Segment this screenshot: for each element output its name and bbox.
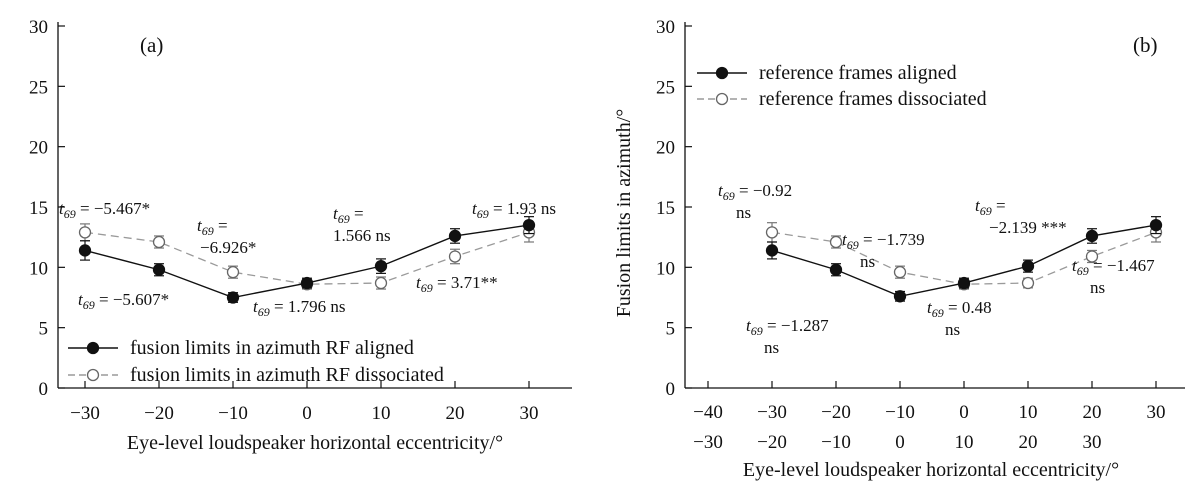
- data-point-dissociated: [78, 226, 92, 239]
- data-point-aligned: [1085, 229, 1099, 243]
- annotation: ns: [945, 320, 960, 339]
- y-tick-label: 0: [666, 379, 676, 400]
- x-tick-label-row1: −30: [757, 402, 787, 423]
- data-point-dissociated: [893, 266, 907, 279]
- y-tick-label: 20: [656, 138, 675, 159]
- y-tick-label: 25: [656, 77, 675, 98]
- data-point-dissociated: [765, 226, 779, 239]
- y-tick-label: 20: [29, 138, 48, 159]
- legend-entry: fusion limits in azimuth RF aligned: [130, 337, 414, 359]
- annotation: t69 =: [197, 216, 228, 238]
- annotation: t69 = 0.48: [927, 298, 992, 320]
- x-tick-label-row1: 30: [1147, 402, 1166, 423]
- legend-marker: [715, 92, 729, 106]
- x-tick-label: −10: [218, 403, 248, 424]
- x-tick-label-row2: 0: [895, 432, 905, 453]
- x-tick-label-row2: 30: [1083, 432, 1102, 453]
- x-tick-label-row2: 20: [1019, 432, 1038, 453]
- x-tick-label: 0: [302, 403, 312, 424]
- y-tick-label: 5: [666, 319, 676, 340]
- y-axis-label: Fusion limits in azimuth/°: [613, 109, 635, 318]
- annotation: t69 = −5.607*: [78, 290, 169, 312]
- annotation: t69 = −0.92: [718, 181, 792, 203]
- data-point-aligned: [893, 290, 907, 303]
- x-tick-label: 30: [520, 403, 539, 424]
- data-point-aligned: [1021, 259, 1035, 273]
- x-tick-label-row1: −40: [693, 402, 723, 423]
- annotation: ns: [1090, 278, 1105, 297]
- data-point-aligned: [765, 244, 779, 257]
- legend-marker: [86, 341, 100, 355]
- y-tick-label: 25: [29, 77, 48, 98]
- data-point-aligned: [78, 244, 92, 257]
- x-tick-label-row2: 10: [955, 432, 974, 453]
- data-point-aligned: [829, 263, 843, 276]
- data-point-dissociated: [1085, 250, 1099, 263]
- y-tick-label: 0: [39, 379, 49, 400]
- annotation: ns: [736, 203, 751, 222]
- x-tick-label: −20: [144, 403, 174, 424]
- y-tick-label: 15: [656, 198, 675, 219]
- annotation: t69 = −1.467: [1072, 256, 1155, 278]
- annotation: t69 = 1.93 ns: [472, 199, 556, 221]
- annotation: −6.926*: [200, 238, 256, 257]
- x-axis-label: Eye-level loudspeaker horizontal eccentr…: [127, 432, 503, 454]
- x-tick-label-row1: 20: [1083, 402, 1102, 423]
- x-tick-label-row1: 10: [1019, 402, 1038, 423]
- data-point-aligned: [1149, 218, 1163, 232]
- annotation: −2.139 ***: [989, 218, 1067, 237]
- legend-marker: [715, 66, 729, 80]
- data-point-dissociated: [374, 276, 388, 290]
- y-tick-label: 10: [29, 258, 48, 279]
- annotation: 1.566 ns: [333, 226, 391, 245]
- data-point-aligned: [226, 291, 240, 304]
- panel-label: (a): [140, 33, 163, 57]
- data-point-dissociated: [152, 235, 166, 249]
- annotation: t69 = 3.71**: [416, 273, 498, 295]
- x-tick-label-row1: −20: [821, 402, 851, 423]
- data-point-aligned: [300, 276, 314, 290]
- x-tick-label: 20: [446, 403, 465, 424]
- y-tick-label: 5: [39, 319, 49, 340]
- annotation: t69 = 1.796 ns: [253, 297, 345, 319]
- annotation: t69 = −1.739: [842, 230, 925, 252]
- data-point-dissociated: [226, 266, 240, 279]
- data-point-dissociated: [1021, 276, 1035, 290]
- annotation: ns: [860, 252, 875, 271]
- panel-label: (b): [1133, 33, 1158, 57]
- annotation: ns: [764, 338, 779, 357]
- annotation: t69 = −1.287: [746, 316, 829, 338]
- x-tick-label-row2: −20: [757, 432, 787, 453]
- data-point-dissociated: [829, 235, 843, 249]
- legend-marker: [86, 368, 100, 382]
- data-point-aligned: [374, 259, 388, 273]
- annotation: t69 =: [333, 204, 364, 226]
- x-tick-label: 10: [372, 403, 391, 424]
- data-point-aligned: [522, 218, 536, 232]
- y-tick-label: 15: [29, 198, 48, 219]
- y-tick-label: 30: [29, 17, 48, 38]
- legend-entry: reference frames aligned: [759, 62, 957, 84]
- x-tick-label-row1: −10: [885, 402, 915, 423]
- data-point-aligned: [448, 229, 462, 243]
- legend-entry: reference frames dissociated: [759, 88, 987, 110]
- x-tick-label-row2: −10: [821, 432, 851, 453]
- data-point-aligned: [152, 263, 166, 276]
- x-axis-label: Eye-level loudspeaker horizontal eccentr…: [743, 459, 1119, 481]
- data-point-dissociated: [448, 250, 462, 263]
- y-tick-label: 30: [656, 17, 675, 38]
- annotation: t69 = −5.467*: [59, 199, 150, 221]
- x-tick-label-row1: 0: [959, 402, 969, 423]
- x-tick-label-row2: −30: [693, 432, 723, 453]
- legend-entry: fusion limits in azimuth RF dissociated: [130, 364, 444, 386]
- annotation: t69 =: [975, 196, 1006, 218]
- data-point-aligned: [957, 276, 971, 290]
- x-tick-label: −30: [70, 403, 100, 424]
- y-tick-label: 10: [656, 258, 675, 279]
